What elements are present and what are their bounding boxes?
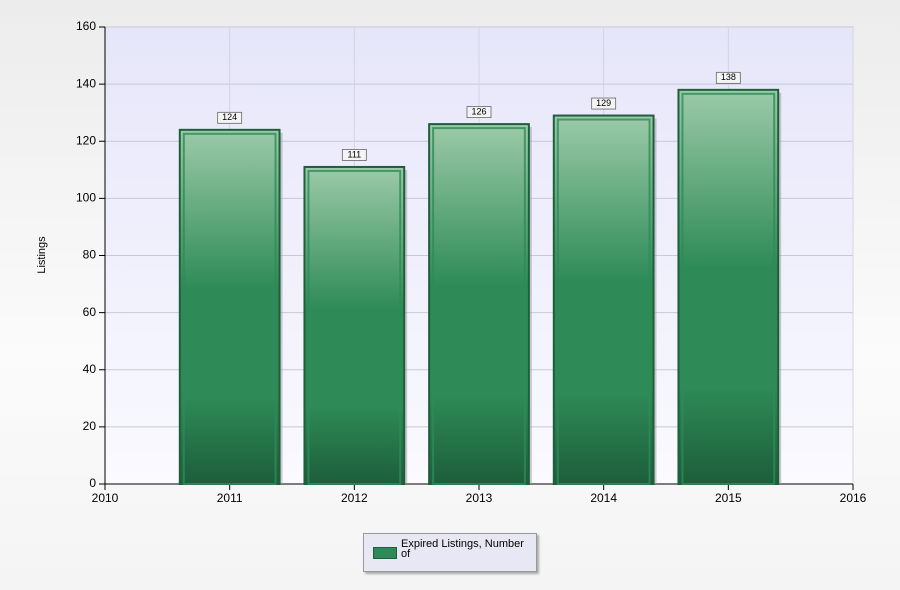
x-tick-label: 2010 (92, 491, 119, 505)
value-label-box (715, 71, 741, 84)
y-tick-label: 80 (83, 248, 97, 262)
bar (428, 123, 530, 486)
value-label: 111 (347, 149, 361, 159)
y-tick-label: 160 (76, 19, 96, 33)
x-tick-label: 2015 (715, 491, 742, 505)
bar-inner-border (182, 132, 277, 485)
y-tick-label: 0 (89, 476, 96, 490)
y-tick-label: 20 (83, 419, 97, 433)
x-tick-label: 2011 (217, 491, 243, 505)
bar (552, 114, 655, 485)
bar-inner-border (681, 92, 776, 486)
y-tick-label: 120 (76, 133, 96, 147)
bar (303, 165, 406, 486)
y-tick-label: 40 (83, 362, 97, 376)
x-tick-label: 2014 (590, 491, 617, 505)
bar-inner-border (307, 169, 402, 486)
value-label-box (217, 111, 243, 124)
value-label-box (591, 97, 617, 110)
value-label: 138 (721, 72, 736, 82)
legend-swatch (373, 547, 397, 559)
legend: Expired Listings, Number of (363, 533, 537, 572)
bar (677, 88, 780, 486)
value-label: 129 (596, 98, 611, 108)
bar-inner-border (432, 127, 526, 486)
bar-inner-border (556, 118, 651, 485)
value-label: 126 (471, 106, 486, 116)
x-tick-label: 2013 (466, 491, 493, 505)
value-label: 124 (222, 112, 237, 122)
y-tick-label: 100 (76, 191, 96, 205)
bar (178, 128, 281, 485)
legend-label: Expired Listings, Number of (401, 538, 524, 560)
y-tick-label: 60 (83, 305, 97, 319)
y-tick-label: 140 (76, 76, 96, 90)
x-tick-label: 2016 (840, 491, 867, 505)
y-axis-label: Listings (36, 236, 48, 274)
value-label-box (341, 149, 367, 161)
x-tick-label: 2012 (341, 491, 368, 505)
value-label-box (466, 106, 492, 119)
